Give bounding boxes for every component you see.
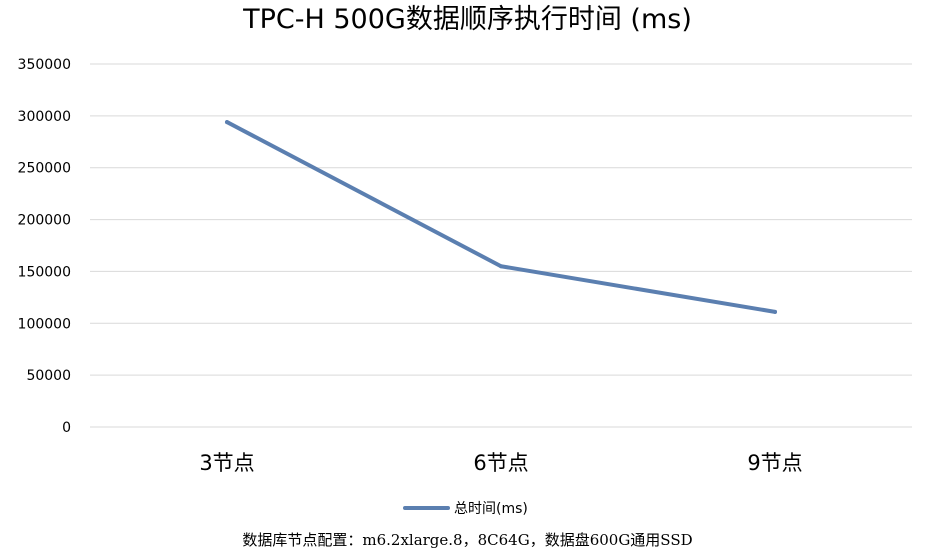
x-tick-label: 6节点 bbox=[473, 451, 528, 475]
y-axis-tick-labels: 0 50000 100000 150000 200000 250000 300000 3500… bbox=[18, 57, 71, 436]
y-tick-label: 250000 bbox=[18, 161, 71, 177]
x-axis-tick-labels: 3节点 6节点 9节点 bbox=[199, 451, 802, 475]
data-point bbox=[225, 120, 229, 125]
data-point bbox=[773, 309, 777, 314]
x-tick-label: 3节点 bbox=[199, 451, 254, 475]
gridlines bbox=[90, 63, 912, 428]
y-tick-label: 100000 bbox=[18, 316, 71, 332]
legend-label: 总时间(ms) bbox=[454, 501, 528, 517]
data-point bbox=[499, 264, 503, 269]
y-tick-label: 350000 bbox=[18, 57, 71, 73]
y-tick-label: 50000 bbox=[26, 368, 71, 384]
y-tick-label: 200000 bbox=[18, 213, 71, 229]
chart-caption: 数据库节点配置：m6.2xlarge.8，8C64G，数据盘600G通用SSD bbox=[242, 531, 693, 549]
y-tick-label: 0 bbox=[62, 420, 71, 436]
series-line bbox=[225, 120, 777, 314]
chart-title: TPC-H 500G数据顺序执行时间 (ms) bbox=[243, 4, 692, 35]
legend: 总时间(ms) bbox=[403, 501, 528, 517]
series-layer bbox=[225, 120, 777, 314]
x-tick-label: 9节点 bbox=[747, 451, 802, 475]
y-tick-label: 150000 bbox=[18, 264, 71, 280]
y-tick-label: 300000 bbox=[18, 109, 71, 125]
